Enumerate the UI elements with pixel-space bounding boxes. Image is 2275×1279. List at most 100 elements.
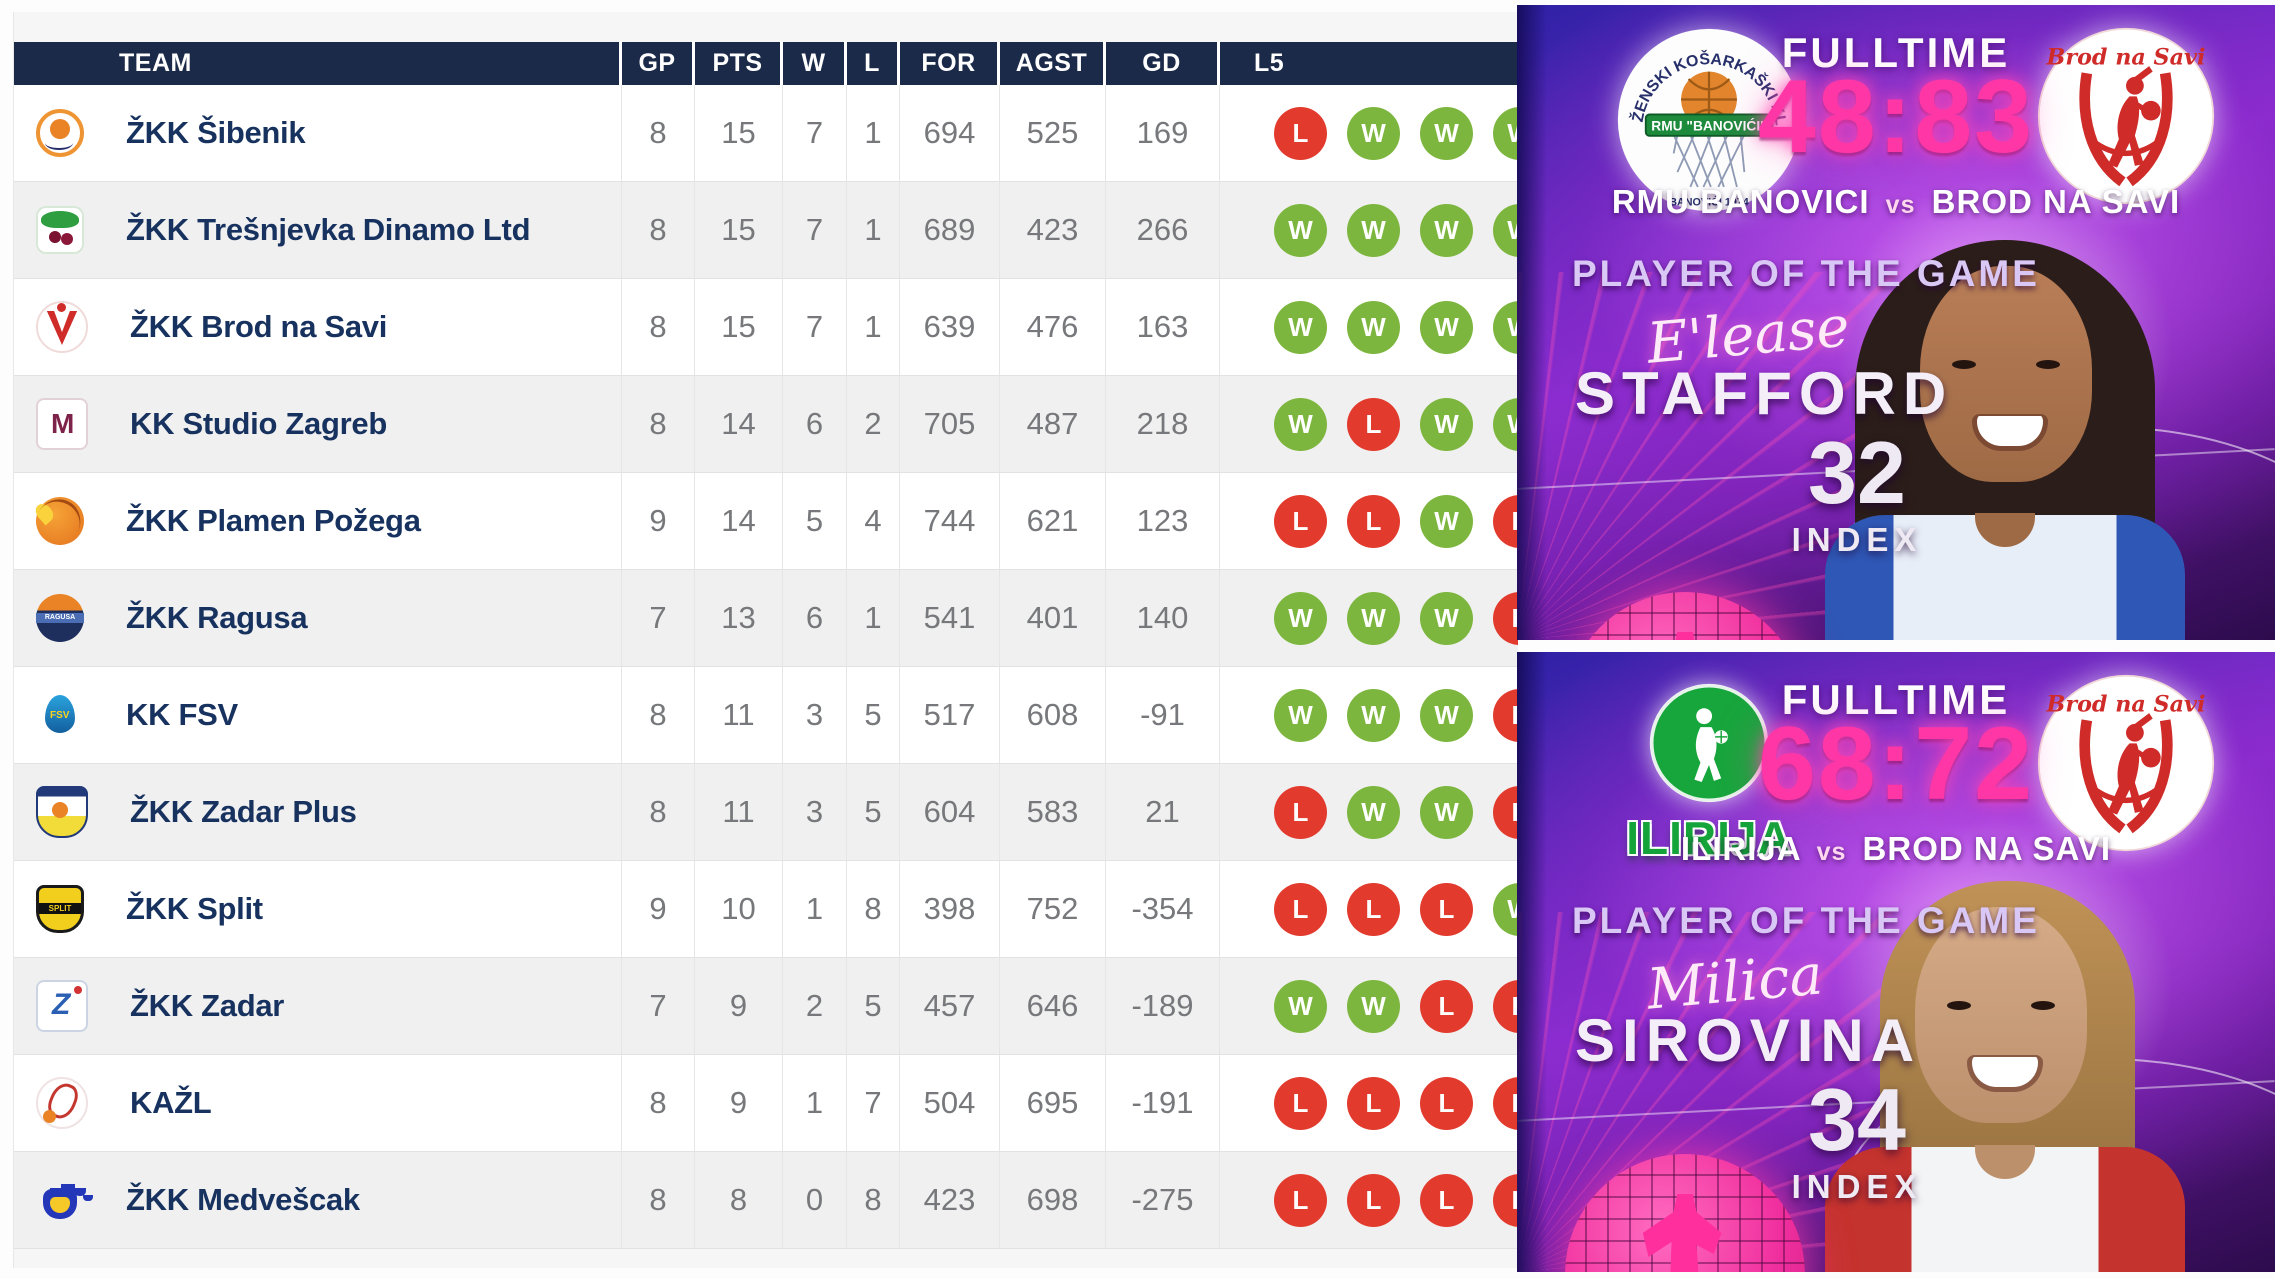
team-cell[interactable]: ŽKK Zadar [14,958,622,1054]
points-value: 15 [695,85,783,181]
goal-difference-value: -354 [1106,861,1220,957]
goal-difference-value: 21 [1106,764,1220,860]
losses-value: 2 [847,376,900,472]
loss-badge: L [1493,494,1518,548]
column-header-w: W [783,42,847,85]
team-cell[interactable]: ŽKK Medvešcak [14,1152,622,1248]
wins-value: 6 [783,376,847,472]
win-badge: W [1274,979,1327,1033]
losses-value: 8 [847,861,900,957]
win-badge: W [1274,203,1327,257]
team-logo [36,398,88,450]
l5-cell: LWWL [1220,764,1518,860]
win-badge: W [1420,300,1473,354]
points-for-value: 604 [900,764,1000,860]
player-photo [1765,239,2245,640]
l5-cell: LLLL [1220,1152,1518,1248]
svg-text:BANOVIĆI 1974: BANOVIĆI 1974 [1669,196,1749,209]
index-value: 32 [1808,423,1906,522]
table-row: ŽKK Ragusa 7 13 6 1 541 401 140 WWWL [14,570,1518,667]
points-value: 14 [695,376,783,472]
points-against-value: 698 [1000,1152,1106,1248]
points-value: 14 [695,473,783,569]
team-cell[interactable]: ŽKK Ragusa [14,570,622,666]
home-club-logo: ŽENSKI KOŠARKAŠKI KLUB RMU "BANOVIĆI" BA… [1579,14,1839,218]
table-top-spacer [14,12,1518,42]
points-value: 11 [695,667,783,763]
team-cell[interactable]: ŽKK Trešnjevka Dinamo Ltd [14,182,622,278]
team-cell[interactable]: KAŽL [14,1055,622,1151]
team-cell[interactable]: KK Studio Zagreb [14,376,622,472]
matchup-home-team: RMU BANOVICI [1611,183,1870,220]
points-value: 8 [695,1152,783,1248]
table-row: ŽKK Zadar 7 9 2 5 457 646 -189 WWLL [14,958,1518,1055]
team-logo [36,594,84,642]
banovici-club-logo-icon: ŽENSKI KOŠARKAŠKI KLUB RMU "BANOVIĆI" BA… [1610,14,1801,212]
win-badge: W [1347,688,1400,742]
matchup-home-team: ILIRIJA [1680,830,1801,867]
player-last-name: SIROVINA [1575,1007,1922,1074]
table-row: ŽKK Split 9 10 1 8 398 752 -354 LLLW [14,861,1518,958]
games-played-value: 9 [622,473,695,569]
loss-badge: L [1347,1173,1400,1227]
player-last-name: STAFFORD [1575,360,1954,427]
team-logo [36,301,88,353]
result-card: ŽENSKI KOŠARKAŠKI KLUB RMU "BANOVIĆI" BA… [1517,5,2275,640]
loss-badge: L [1274,785,1327,839]
win-badge: W [1493,300,1518,354]
team-cell[interactable]: KK FSV [14,667,622,763]
column-header-for: FOR [900,42,1000,85]
win-badge: W [1347,979,1400,1033]
points-for-value: 423 [900,1152,1000,1248]
wins-value: 7 [783,182,847,278]
points-for-value: 398 [900,861,1000,957]
team-cell[interactable]: ŽKK Šibenik [14,85,622,181]
vs-label: vs [1816,838,1847,866]
team-logo [36,885,84,933]
team-cell[interactable]: ŽKK Zadar Plus [14,764,622,860]
team-cell[interactable]: ŽKK Plamen Požega [14,473,622,569]
team-logo [36,497,84,545]
brod-na-savi-logo-icon: Brod na Savi [2037,27,2215,205]
team-logo [36,1176,84,1224]
player-jersey [1825,513,2185,640]
win-badge: W [1420,785,1473,839]
losses-value: 5 [847,958,900,1054]
index-label: INDEX [1791,1168,1923,1205]
ilirija-club-logo-icon [1649,683,1769,803]
loss-badge: L [1493,979,1518,1033]
table-row: KK FSV 8 11 3 5 517 608 -91 WWWL [14,667,1518,764]
goal-difference-value: 266 [1106,182,1220,278]
l5-cell: WWWL [1220,667,1518,763]
points-for-value: 457 [900,958,1000,1054]
points-for-value: 639 [900,279,1000,375]
table-row: ŽKK Šibenik 8 15 7 1 694 525 169 LWWW [14,85,1518,182]
team-cell[interactable]: ŽKK Brod na Savi [14,279,622,375]
games-played-value: 8 [622,1055,695,1151]
goal-difference-value: -189 [1106,958,1220,1054]
l5-cell: LLLW [1220,861,1518,957]
points-for-value: 705 [900,376,1000,472]
win-badge: W [1493,397,1518,451]
points-against-value: 525 [1000,85,1106,181]
goal-difference-value: 218 [1106,376,1220,472]
points-against-value: 401 [1000,570,1106,666]
points-against-value: 608 [1000,667,1106,763]
win-badge: W [1274,397,1327,451]
points-against-value: 423 [1000,182,1106,278]
team-name: ŽKK Split [126,891,263,926]
svg-text:RMU "BANOVIĆI": RMU "BANOVIĆI" [1651,116,1766,133]
win-badge: W [1274,300,1327,354]
games-played-value: 8 [622,376,695,472]
ilirija-wordmark: ILIRIJA [1626,812,1792,864]
points-value: 15 [695,279,783,375]
column-header-pts: PTS [695,42,783,85]
losses-value: 1 [847,570,900,666]
team-cell[interactable]: ŽKK Split [14,861,622,957]
table-row: ŽKK Zadar Plus 8 11 3 5 604 583 21 LWWL [14,764,1518,861]
games-played-value: 8 [622,85,695,181]
standings-header: TEAM GP PTS W L FOR AGST GD L5 [14,42,1518,85]
table-row: ŽKK Medvešcak 8 8 0 8 423 698 -275 LLLL [14,1152,1518,1249]
index-block: 34 INDEX [1697,1076,2017,1206]
l5-cell: WLWW [1220,376,1518,472]
